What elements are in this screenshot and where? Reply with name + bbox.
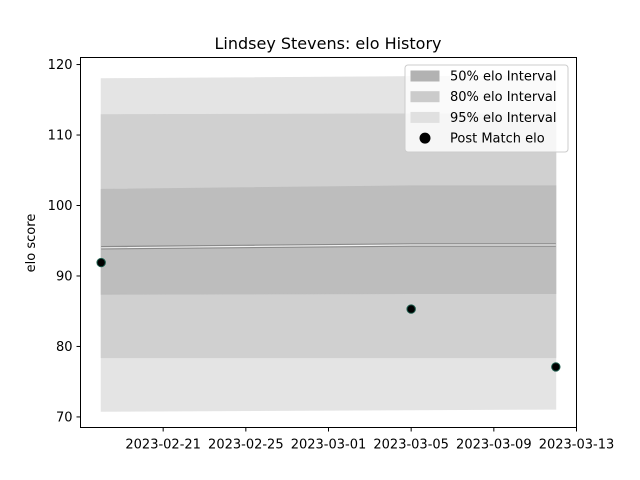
post-match-points xyxy=(96,257,561,372)
y-tick-label: 90 xyxy=(56,269,73,284)
legend-label: 80% elo Interval xyxy=(450,90,557,105)
post-match-point xyxy=(551,362,561,372)
x-axis-ticks: 2023-02-21 2023-02-25 2023-03-01 2023-03-05… xyxy=(125,427,615,453)
legend-swatch xyxy=(410,111,440,123)
y-tick-label: 120 xyxy=(48,58,73,73)
mean-line xyxy=(101,244,556,249)
legend-label: 50% elo Interval xyxy=(450,70,557,85)
legend-box xyxy=(404,64,569,153)
legend-swatch xyxy=(410,91,440,103)
legend-label: 95% elo Interval xyxy=(450,111,557,126)
x-tick-label: 2023-02-25 xyxy=(208,438,284,453)
post-match-point xyxy=(96,257,106,268)
post-match-point xyxy=(406,304,416,314)
legend-marker xyxy=(419,132,431,144)
y-tick-label: 70 xyxy=(56,410,73,425)
y-axis-ticks: 70 80 90 100 110 120 xyxy=(48,58,81,425)
x-tick-label: 2023-02-21 xyxy=(125,438,201,453)
interval-band-3 xyxy=(100,185,557,295)
legend-swatch xyxy=(410,70,440,82)
x-tick-label: 2023-03-05 xyxy=(373,438,449,453)
x-tick-label: 2023-03-13 xyxy=(539,438,615,453)
x-tick-label: 2023-03-09 xyxy=(456,438,532,453)
y-axis-label: elo score xyxy=(24,214,39,273)
y-tick-label: 110 xyxy=(48,129,73,144)
x-tick-label: 2023-03-01 xyxy=(291,438,367,453)
y-tick-label: 80 xyxy=(56,340,73,355)
y-tick-label: 100 xyxy=(48,199,73,214)
legend-label: Post Match elo xyxy=(450,132,545,147)
interval-bands xyxy=(100,75,557,412)
chart-title: Lindsey Stevens: elo History xyxy=(214,34,441,53)
legend: 50% elo Interval 80% elo Interval 95% elo … xyxy=(404,64,569,153)
mean-line-group xyxy=(101,243,556,250)
